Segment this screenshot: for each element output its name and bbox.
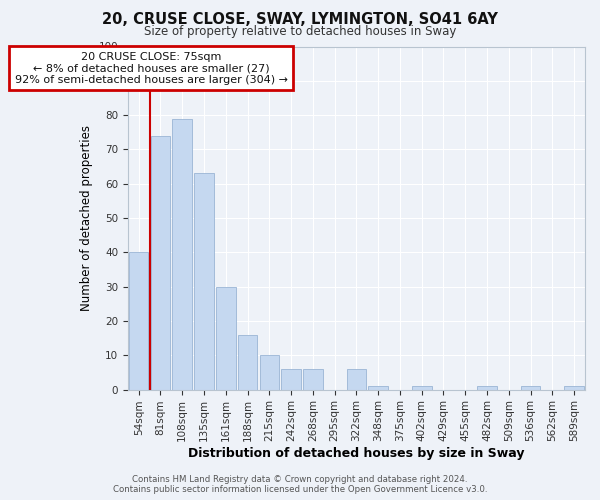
Bar xyxy=(368,386,388,390)
Bar xyxy=(521,386,541,390)
Text: 20, CRUSE CLOSE, SWAY, LYMINGTON, SO41 6AY: 20, CRUSE CLOSE, SWAY, LYMINGTON, SO41 6… xyxy=(102,12,498,28)
Text: Contains HM Land Registry data © Crown copyright and database right 2024.
Contai: Contains HM Land Registry data © Crown c… xyxy=(113,474,487,494)
Y-axis label: Number of detached properties: Number of detached properties xyxy=(80,125,93,311)
X-axis label: Distribution of detached houses by size in Sway: Distribution of detached houses by size … xyxy=(188,447,524,460)
Bar xyxy=(172,118,192,390)
Bar xyxy=(565,386,584,390)
Text: 20 CRUSE CLOSE: 75sqm
← 8% of detached houses are smaller (27)
92% of semi-detac: 20 CRUSE CLOSE: 75sqm ← 8% of detached h… xyxy=(14,52,287,85)
Text: Size of property relative to detached houses in Sway: Size of property relative to detached ho… xyxy=(144,25,456,38)
Bar xyxy=(216,286,236,390)
Bar xyxy=(238,334,257,390)
Bar xyxy=(281,369,301,390)
Bar xyxy=(151,136,170,390)
Bar xyxy=(412,386,431,390)
Bar xyxy=(129,252,148,390)
Bar xyxy=(260,356,279,390)
Bar xyxy=(347,369,366,390)
Bar xyxy=(194,174,214,390)
Bar xyxy=(477,386,497,390)
Bar xyxy=(303,369,323,390)
